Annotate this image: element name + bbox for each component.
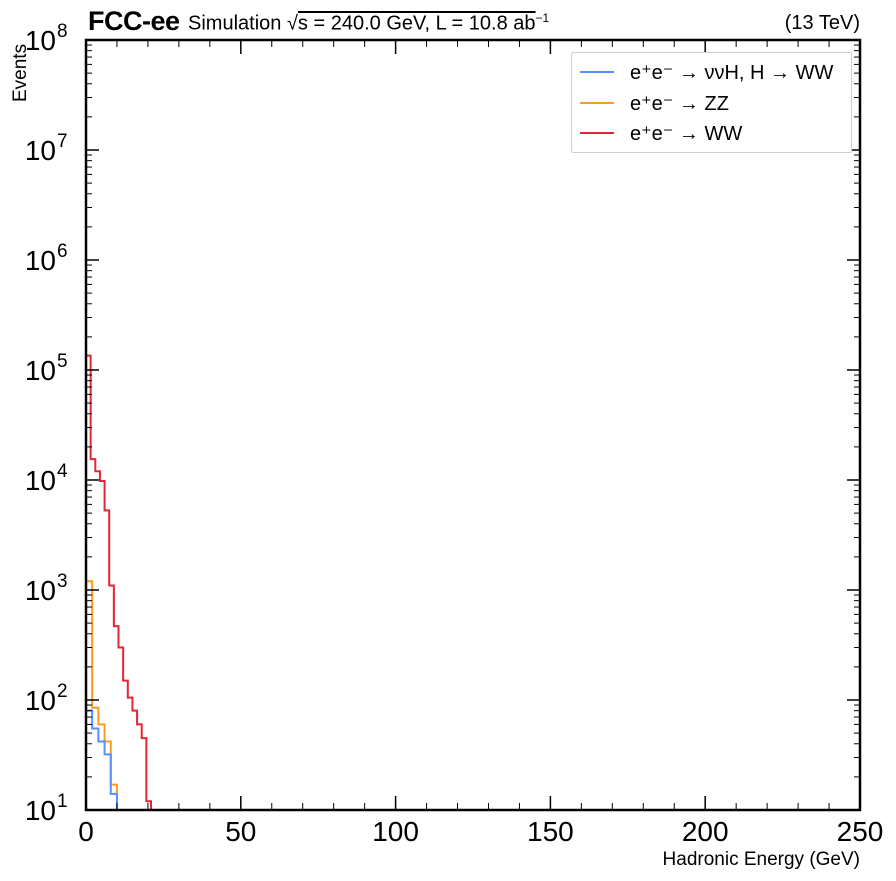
x-tick-label: 250 — [837, 816, 884, 847]
x-tick-label: 50 — [225, 816, 256, 847]
y-tick-exponent: 2 — [57, 681, 68, 702]
y-tick-label: 10 — [25, 245, 56, 276]
experiment-label: FCC-ee — [88, 6, 180, 36]
legend-item-WW: e⁺e⁻ → WW — [580, 119, 742, 147]
sqrt-symbol: √ — [286, 12, 298, 35]
y-tick-exponent: 3 — [57, 571, 68, 592]
y-tick-label: 10 — [25, 25, 56, 56]
legend-label-WW: e⁺e⁻ → WW — [630, 122, 743, 145]
y-tick-exponent: 6 — [57, 241, 68, 262]
y-tick-label: 10 — [25, 355, 56, 386]
x-tick-label: 200 — [682, 816, 729, 847]
y-tick-exponent: 1 — [57, 791, 68, 812]
plot-frame — [84, 38, 862, 812]
y-tick-exponent: 5 — [57, 351, 68, 372]
y-tick-label: 10 — [25, 465, 56, 496]
energy-label: (13 TeV) — [784, 12, 860, 34]
lumi-exponent: −1 — [535, 11, 550, 25]
x-axis-label: Hadronic Energy (GeV) — [662, 849, 860, 870]
y-tick-exponent: 7 — [57, 131, 68, 152]
x-tick-label: 150 — [527, 816, 574, 847]
series-line-WW — [85, 354, 153, 810]
y-tick-label: 10 — [25, 685, 56, 716]
series-line-ZZ — [85, 580, 155, 811]
y-tick-label: 10 — [25, 575, 56, 606]
x-tick-label: 0 — [78, 816, 94, 847]
legend-item-nuH: e⁺e⁻ → ννH, H → WW — [580, 58, 833, 86]
legend-swatch-nuH — [580, 71, 614, 73]
legend-swatch-ZZ — [580, 102, 614, 104]
x-tick-label: 100 — [372, 816, 419, 847]
legend-label-ZZ: e⁺e⁻ → ZZ — [630, 92, 729, 115]
legend: e⁺e⁻ → ννH, H → WW e⁺e⁻ → ZZ e⁺e⁻ → WW — [571, 52, 852, 153]
simulation-text: s = 240.0 GeV, L = 10.8 ab — [297, 12, 536, 35]
legend-label-nuH: e⁺e⁻ → ννH, H → WW — [630, 61, 834, 84]
legend-swatch-WW — [580, 132, 614, 134]
series-line-nuH — [85, 709, 155, 811]
y-tick-label: 10 — [25, 795, 56, 826]
y-tick-exponent: 8 — [57, 21, 68, 42]
legend-item-ZZ: e⁺e⁻ → ZZ — [580, 89, 729, 117]
y-tick-exponent: 4 — [57, 461, 68, 482]
simulation-label: Simulation √s = 240.0 GeV, L = 10.8 ab−1 — [188, 11, 549, 36]
simulation-prefix: Simulation — [188, 12, 287, 35]
y-tick-label: 10 — [25, 135, 56, 166]
